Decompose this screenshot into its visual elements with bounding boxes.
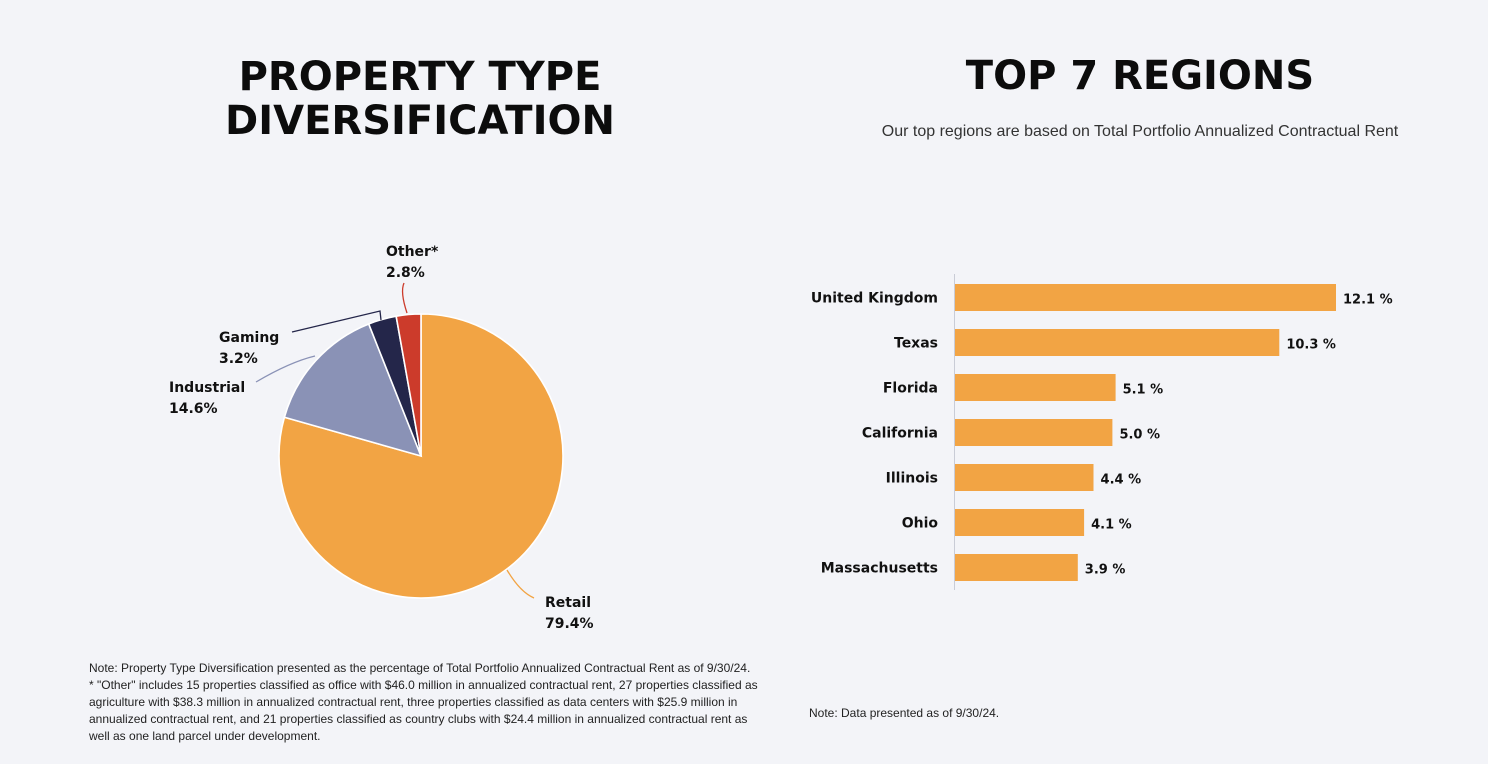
pie-label-other: Other* bbox=[386, 244, 439, 260]
pie-label-gaming: Gaming bbox=[219, 330, 279, 346]
pie-slice-industrial bbox=[283, 322, 423, 458]
bar-illinois bbox=[955, 464, 1094, 491]
bar-category-illinois: Illinois bbox=[886, 471, 938, 487]
bar-category-california: California bbox=[862, 426, 938, 442]
bar-texas bbox=[955, 329, 1280, 356]
pie-leader-gaming bbox=[291, 310, 382, 333]
bar-value-ohio: 4.1 % bbox=[1091, 518, 1132, 533]
pie-value-retail: 79.4% bbox=[545, 616, 594, 632]
bar-value-texas: 10.3 % bbox=[1286, 338, 1336, 353]
bar-value-california: 5.0 % bbox=[1119, 428, 1160, 443]
bar-united-kingdom bbox=[955, 284, 1336, 311]
bar-category-united-kingdom: United Kingdom bbox=[811, 291, 938, 307]
property-type-footnote: * "Other" includes 15 properties classif… bbox=[89, 678, 758, 743]
pie-value-industrial: 14.6% bbox=[169, 401, 218, 417]
bar-category-florida: Florida bbox=[883, 381, 938, 397]
bar-category-texas: Texas bbox=[894, 336, 938, 352]
property-type-note-text: Note: Property Type Diversification pres… bbox=[89, 661, 751, 675]
bar-chart: United Kingdom 12.1 % Texas 10.3 % Florida 5.… bbox=[811, 274, 1393, 590]
bar-category-massachusetts: Massachusetts bbox=[821, 561, 938, 577]
property-type-note: Note: Property Type Diversification pres… bbox=[89, 660, 759, 745]
bar-massachusetts bbox=[955, 554, 1078, 581]
pie-label-retail: Retail bbox=[545, 595, 591, 611]
bar-ohio bbox=[955, 509, 1085, 536]
bar-value-united-kingdom: 12.1 % bbox=[1343, 293, 1393, 308]
pie-value-gaming: 3.2% bbox=[219, 351, 258, 367]
pie-value-other: 2.8% bbox=[386, 265, 425, 281]
bar-value-florida: 5.1 % bbox=[1123, 383, 1164, 398]
bar-california bbox=[955, 419, 1113, 446]
bar-value-massachusetts: 3.9 % bbox=[1085, 563, 1126, 578]
top-regions-title: TOP 7 REGIONS bbox=[965, 53, 1315, 99]
property-type-title-line1: PROPERTY TYPE bbox=[238, 54, 602, 100]
pie-label-industrial: Industrial bbox=[169, 380, 245, 396]
top-regions-note: Note: Data presented as of 9/30/24. bbox=[809, 706, 1000, 720]
pie-slice-retail bbox=[278, 313, 564, 599]
top-regions-subtitle: Our top regions are based on Total Portf… bbox=[881, 123, 1399, 140]
pie-slice-other bbox=[395, 313, 422, 457]
property-type-title: PROPERTY TYPE DIVERSIFICATION bbox=[170, 55, 670, 143]
pie-chart: Retail 79.4% Industrial 14.6% Gaming 3.2% Othe… bbox=[169, 244, 594, 632]
pie-leader-retail bbox=[506, 569, 535, 599]
property-type-title-line2: DIVERSIFICATION bbox=[225, 98, 615, 144]
bar-florida bbox=[955, 374, 1116, 401]
bar-value-illinois: 4.4 % bbox=[1101, 473, 1142, 488]
bar-category-ohio: Ohio bbox=[902, 516, 939, 532]
pie-leader-industrial bbox=[255, 355, 316, 383]
pie-leader-other bbox=[401, 282, 408, 314]
